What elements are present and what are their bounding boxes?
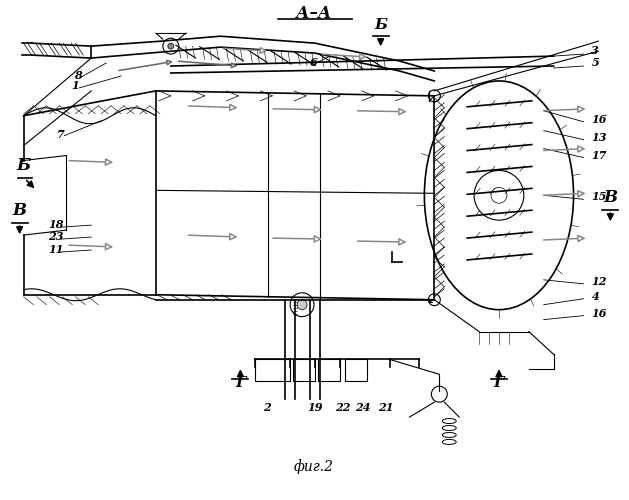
Text: В: В — [13, 202, 26, 219]
Text: 5: 5 — [591, 57, 599, 68]
Text: 8: 8 — [74, 70, 82, 81]
Text: 19: 19 — [307, 402, 323, 413]
Text: 11: 11 — [48, 244, 64, 255]
Text: Б: Б — [374, 18, 387, 32]
Text: 21: 21 — [377, 402, 393, 413]
Text: 17: 17 — [591, 150, 607, 160]
Text: 4: 4 — [591, 290, 599, 302]
Text: 2: 2 — [264, 402, 271, 413]
Text: 23: 23 — [48, 231, 64, 242]
Text: 15: 15 — [591, 192, 607, 202]
Text: 13: 13 — [591, 132, 607, 142]
Bar — [293, 360, 315, 382]
Text: Г: Г — [494, 376, 504, 390]
Text: 3: 3 — [591, 45, 599, 56]
Text: 7: 7 — [57, 128, 64, 140]
Text: 18: 18 — [48, 219, 64, 230]
Text: А–А: А–А — [296, 5, 331, 22]
Text: 22: 22 — [335, 402, 350, 413]
Bar — [318, 360, 340, 382]
Text: 1: 1 — [71, 80, 79, 91]
Text: Б: Б — [16, 158, 31, 174]
Bar — [255, 360, 290, 382]
Text: 16: 16 — [591, 308, 607, 318]
Circle shape — [168, 43, 174, 49]
Text: 16: 16 — [591, 114, 607, 124]
Circle shape — [297, 300, 307, 310]
Text: 24: 24 — [355, 402, 370, 413]
Text: 12: 12 — [591, 276, 607, 287]
Text: В: В — [603, 190, 617, 206]
Bar — [345, 360, 367, 382]
Text: фиг.2: фиг.2 — [294, 460, 334, 474]
Text: 6: 6 — [310, 57, 318, 68]
Text: Г: Г — [235, 376, 246, 390]
